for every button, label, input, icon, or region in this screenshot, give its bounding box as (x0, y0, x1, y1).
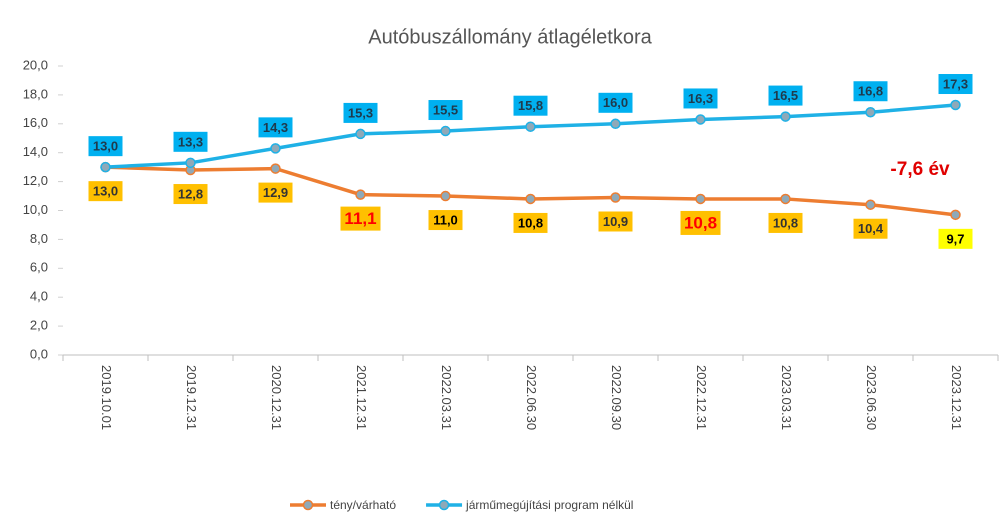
label-box (938, 228, 973, 249)
y-tick-label: 4,0 (30, 289, 48, 304)
data-label: 16,3 (688, 91, 713, 106)
point (270, 143, 281, 154)
label-box (513, 212, 548, 233)
y-tick-label: 14,0 (23, 144, 48, 159)
data-label: 11,0 (433, 212, 458, 227)
x-tick-label: 2019.10.01 (99, 365, 114, 430)
annotation: -7,6 év (890, 159, 950, 180)
x-tick-label: 2023.12.31 (949, 365, 964, 430)
label-box (768, 85, 803, 106)
y-tick-label: 0,0 (30, 346, 48, 361)
point (355, 128, 366, 140)
label-box (258, 117, 293, 138)
data-label: 9,7 (946, 231, 964, 246)
data-label: 10,8 (518, 215, 543, 230)
label-box (513, 95, 548, 116)
data-label: 17,3 (943, 76, 968, 91)
x-tick-label: 2020.12.31 (269, 365, 284, 430)
label-box (683, 88, 718, 109)
label-box (680, 210, 721, 235)
y-tick-label: 6,0 (30, 260, 48, 275)
data-label: 15,5 (433, 102, 458, 117)
x-tick-label: 2022.09.30 (609, 365, 624, 430)
legend-label: járműmegújítási program nélkül (465, 498, 633, 512)
data-label: 14,3 (263, 120, 288, 135)
label-box (428, 210, 463, 231)
data-label: 16,5 (773, 88, 798, 103)
series-line (105, 165, 956, 217)
x-tick-label: 2021.12.31 (354, 365, 369, 430)
legend-label: tény/várható (330, 498, 396, 512)
label-box (853, 218, 888, 239)
point (355, 189, 366, 200)
x-tick-label: 2023.03.31 (779, 365, 794, 430)
point (950, 209, 961, 221)
point (610, 118, 621, 130)
point (440, 125, 451, 137)
label-box (343, 102, 378, 123)
data-label: 11,1 (344, 209, 376, 228)
label-box (428, 100, 463, 121)
data-label: 13,0 (93, 139, 118, 154)
label-box (173, 131, 208, 152)
x-tick-label: 2023.06.30 (864, 365, 879, 430)
label-box (173, 184, 208, 205)
y-tick-label: 20,0 (23, 57, 48, 72)
data-label: 10,8 (684, 213, 717, 232)
point (525, 193, 536, 205)
label-box (598, 92, 633, 113)
point (440, 190, 451, 202)
x-tick-label: 2022.12.31 (694, 365, 709, 430)
y-tick-label: 8,0 (30, 231, 48, 246)
label-box (88, 136, 123, 157)
point (525, 121, 536, 132)
data-label: 16,0 (603, 95, 628, 110)
point (695, 114, 706, 125)
data-label: 13,3 (178, 134, 203, 149)
label-box (938, 74, 973, 95)
data-label: 12,9 (263, 185, 288, 200)
point (780, 193, 791, 205)
y-tick-label: 10,0 (23, 202, 48, 217)
y-tick-label: 16,0 (23, 115, 48, 130)
point (185, 157, 196, 169)
x-tick-label: 2022.03.31 (439, 365, 454, 430)
label-box (853, 81, 888, 102)
point (950, 99, 961, 111)
x-tick-label: 2022.06.30 (524, 365, 539, 430)
point (865, 106, 876, 118)
data-label: 16,8 (858, 84, 883, 99)
label-box (258, 182, 293, 203)
point (100, 161, 111, 173)
legend-marker (438, 499, 450, 511)
point (695, 193, 706, 205)
data-label: 10,8 (773, 215, 798, 230)
y-tick-label: 12,0 (23, 173, 48, 188)
data-label: 15,8 (518, 98, 543, 113)
label-box (88, 181, 123, 202)
x-tick-label: 2019.12.31 (184, 365, 199, 430)
y-tick-label: 18,0 (23, 86, 48, 101)
point (610, 192, 621, 203)
point (865, 199, 876, 210)
data-label: 10,4 (858, 221, 884, 236)
y-tick-label: 2,0 (30, 318, 48, 333)
point (270, 163, 281, 174)
data-label: 12,8 (178, 186, 203, 201)
data-label: 15,3 (348, 105, 373, 120)
data-label: 13,0 (93, 184, 118, 199)
data-label: 10,9 (603, 214, 628, 229)
label-box (768, 212, 803, 233)
label-box (598, 211, 633, 232)
label-box (340, 206, 381, 231)
point (780, 111, 791, 122)
chart-title: Autóbuszállomány átlagéletkora (368, 26, 652, 48)
legend-marker (302, 499, 314, 511)
